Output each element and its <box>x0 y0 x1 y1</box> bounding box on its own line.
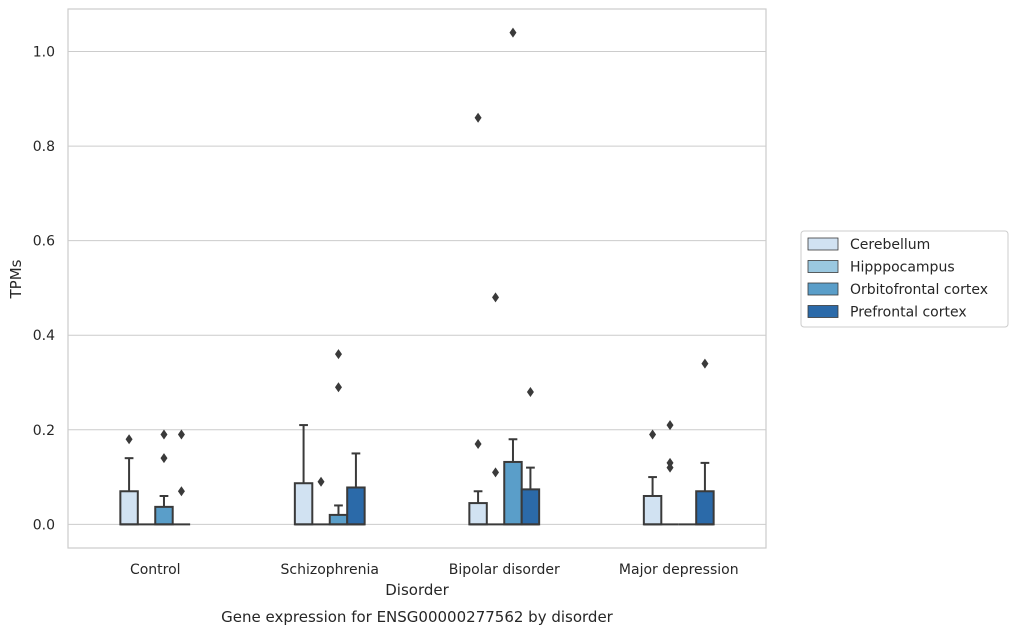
legend-label: Orbitofrontal cortex <box>850 282 988 298</box>
outlier-point <box>178 430 185 440</box>
y-tick-label: 0.0 <box>33 517 55 533</box>
box-plot-chart: 0.0 0.2 0.4 0.6 0.8 1.0 Control Schizophrenia B… <box>0 0 1018 634</box>
plot-border <box>68 9 766 548</box>
y-tick-label: 0.6 <box>33 234 55 250</box>
box-body <box>504 462 521 524</box>
y-tick-label: 0.2 <box>33 423 55 439</box>
box-prefrontal-cortex <box>696 359 713 525</box>
box-body <box>696 491 713 524</box>
box-cerebellum <box>469 113 486 525</box>
box-body <box>644 496 661 524</box>
box-hipppocampus <box>487 292 504 524</box>
gridlines <box>68 52 766 525</box>
outlier-point <box>492 467 499 477</box>
legend-swatch <box>808 306 838 318</box>
box-prefrontal-cortex <box>173 430 190 525</box>
outlier-point <box>335 382 342 392</box>
box-body <box>330 515 347 524</box>
legend-label: Prefrontal cortex <box>850 305 967 321</box>
outlier-point <box>492 292 499 302</box>
box-body <box>522 489 539 524</box>
outlier-point <box>318 477 325 487</box>
y-tick-label: 0.8 <box>33 139 55 155</box>
chart-caption: Gene expression for ENSG00000277562 by d… <box>221 608 614 626</box>
outlier-point <box>126 434 133 444</box>
legend-label: Hipppocampus <box>850 260 955 276</box>
box-hipppocampus <box>661 420 678 524</box>
y-axis-label: TPMs <box>7 259 25 299</box>
box-orbitofrontal-cortex <box>504 28 521 525</box>
legend-swatch <box>808 261 838 273</box>
outlier-point <box>160 430 167 440</box>
x-axis-ticks: Control Schizophrenia Bipolar disorder Majo… <box>130 562 739 578</box>
legend-label: Cerebellum <box>850 237 930 253</box>
box-cerebellum <box>644 430 661 525</box>
outlier-point <box>649 430 656 440</box>
x-tick-label: Control <box>130 562 181 578</box>
x-tick-label: Major depression <box>619 562 739 578</box>
box-cerebellum <box>120 434 137 524</box>
outlier-point <box>160 453 167 463</box>
box-body <box>347 487 364 524</box>
box-body <box>469 503 486 524</box>
box-prefrontal-cortex <box>522 387 539 524</box>
plot-frame <box>68 9 766 548</box>
outlier-point <box>178 486 185 496</box>
box-groups <box>120 28 713 525</box>
outlier-point <box>509 28 516 38</box>
y-tick-label: 0.4 <box>33 328 55 344</box>
outlier-point <box>667 420 674 430</box>
box-prefrontal-cortex <box>347 453 364 524</box>
x-tick-label: Bipolar disorder <box>449 562 560 578</box>
box-orbitofrontal-cortex <box>155 430 172 525</box>
x-tick-label: Schizophrenia <box>281 562 379 578</box>
x-axis-label: Disorder <box>385 581 449 599</box>
y-tick-label: 1.0 <box>33 45 55 61</box>
outlier-point <box>475 113 482 123</box>
box-body <box>155 507 172 524</box>
box-body <box>295 483 312 524</box>
outlier-point <box>527 387 534 397</box>
box-hipppocampus <box>312 477 329 525</box>
outlier-point <box>701 359 708 369</box>
box-body <box>120 491 137 524</box>
legend: Cerebellum Hipppocampus Orbitofrontal cort… <box>801 231 1008 327</box>
legend-swatch <box>808 238 838 250</box>
box-orbitofrontal-cortex <box>330 349 347 524</box>
outlier-point <box>475 439 482 449</box>
box-cerebellum <box>295 425 312 524</box>
outlier-point <box>335 349 342 359</box>
legend-swatch <box>808 283 838 295</box>
y-axis-ticks: 0.0 0.2 0.4 0.6 0.8 1.0 <box>33 45 55 534</box>
